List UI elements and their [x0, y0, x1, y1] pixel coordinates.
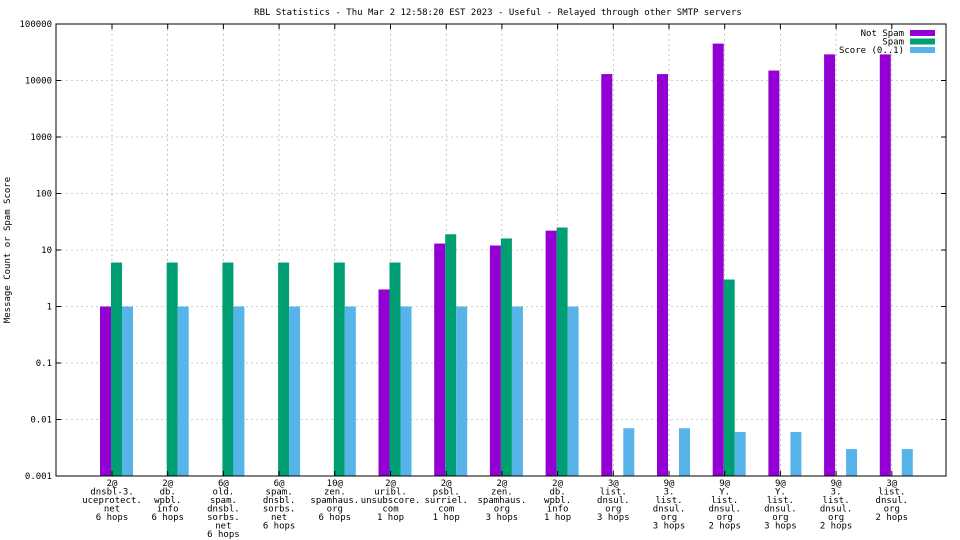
bar-spam — [723, 279, 735, 476]
y-tick-label: 10000 — [25, 77, 52, 87]
x-tick-label: 2@ zen. spamhaus. org 3 hops — [478, 479, 527, 523]
bar-score-0-1 — [846, 449, 858, 476]
bar-spam — [111, 262, 122, 476]
bar-not-spam — [601, 74, 613, 477]
bar-score-0-1 — [233, 306, 245, 476]
x-tick-label: 9@ Y. list. dnsul. org 2 hops — [708, 479, 741, 532]
bar-spam — [556, 227, 568, 476]
y-tick-label: 10 — [41, 246, 52, 256]
y-tick-label: 1 — [47, 303, 52, 313]
x-tick-label: 3@ list. dnsul. org 2 hops — [876, 479, 909, 523]
bar-not-spam — [100, 306, 111, 476]
bar-spam — [278, 262, 290, 476]
bar-score-0-1 — [177, 306, 189, 476]
legend-swatch — [910, 30, 935, 36]
bar-score-0-1 — [122, 306, 133, 476]
bar-not-spam — [434, 243, 446, 476]
x-tick-label: 2@ uribl. unsubscore. com 1 hop — [361, 479, 421, 523]
bar-score-0-1 — [344, 306, 356, 476]
bars — [100, 43, 913, 477]
bar-spam — [166, 262, 178, 476]
y-axis-label: Message Count or Spam Score — [3, 177, 13, 323]
bar-score-0-1 — [734, 432, 746, 476]
x-tick-label: 2@ psbl. surriel. com 1 hop — [425, 479, 468, 523]
x-tick-label: 9@ 3. list. dnsul. org 3 hops — [653, 479, 686, 532]
x-tick-label: 2@ db. wpbl. info 6 hops — [151, 479, 184, 523]
x-tick-label: 2@ db. wpbl. info 1 hop — [544, 479, 571, 523]
y-tick-label: 1000 — [30, 133, 52, 143]
x-axis-labels: 2@ dnsbl-3. uceprotect. net 6 hops 2@ db. wpbl.… — [82, 479, 908, 540]
bar-not-spam — [657, 74, 668, 477]
bar-score-0-1 — [623, 428, 635, 476]
x-tick-label: 6@ old. spam. dnsbl. sorbs. net 6 hops — [207, 479, 240, 540]
y-tick-label: 0.001 — [25, 472, 52, 482]
bar-not-spam — [378, 289, 390, 476]
bar-spam — [389, 262, 401, 476]
bar-score-0-1 — [679, 428, 690, 476]
bar-not-spam — [712, 43, 724, 476]
bar-score-0-1 — [456, 306, 468, 476]
x-tick-label: 3@ list. dnsul. org 3 hops — [597, 479, 630, 523]
y-axis-ticks: 0.001 0.01 0.1 1 10 100 1000 10000 100000 — [19, 20, 946, 482]
bar-score-0-1 — [400, 306, 412, 476]
bar-spam — [445, 234, 457, 476]
bar-score-0-1 — [901, 449, 913, 476]
y-tick-label: 100 — [36, 190, 52, 200]
x-tick-label: 6@ spam. dnsbl. sorbs. net 6 hops — [263, 479, 296, 532]
bar-spam — [500, 238, 512, 476]
legend-label: Not Spam — [861, 29, 904, 39]
legend-swatch — [910, 47, 935, 53]
legend-label: Spam — [882, 38, 904, 48]
bar-score-0-1 — [790, 432, 802, 476]
legend-swatch — [910, 38, 935, 45]
chart-title: RBL Statistics - Thu Mar 2 12:58:20 EST … — [254, 8, 742, 18]
bar-spam — [333, 262, 345, 476]
x-tick-label: 2@ dnsbl-3. uceprotect. net 6 hops — [82, 479, 142, 523]
bar-score-0-1 — [289, 306, 301, 476]
legend-label: Score (0..1) — [839, 46, 904, 56]
bar-not-spam — [824, 54, 836, 476]
x-tick-label: 9@ Y. list. dnsul. org 3 hops — [764, 479, 797, 532]
x-tick-label: 10@ zen. spamhaus. org 6 hops — [310, 479, 359, 523]
bar-not-spam — [879, 54, 891, 476]
bar-not-spam — [489, 245, 501, 476]
y-tick-label: 0.01 — [30, 416, 52, 426]
bar-score-0-1 — [511, 306, 523, 476]
bar-spam — [222, 262, 234, 476]
bar-score-0-1 — [567, 306, 579, 476]
y-tick-label: 100000 — [19, 20, 52, 30]
bar-not-spam — [545, 230, 557, 476]
bar-not-spam — [768, 70, 780, 476]
y-tick-label: 0.1 — [36, 359, 52, 369]
x-tick-label: 9@ 3. list. dnsul. org 2 hops — [820, 479, 853, 532]
